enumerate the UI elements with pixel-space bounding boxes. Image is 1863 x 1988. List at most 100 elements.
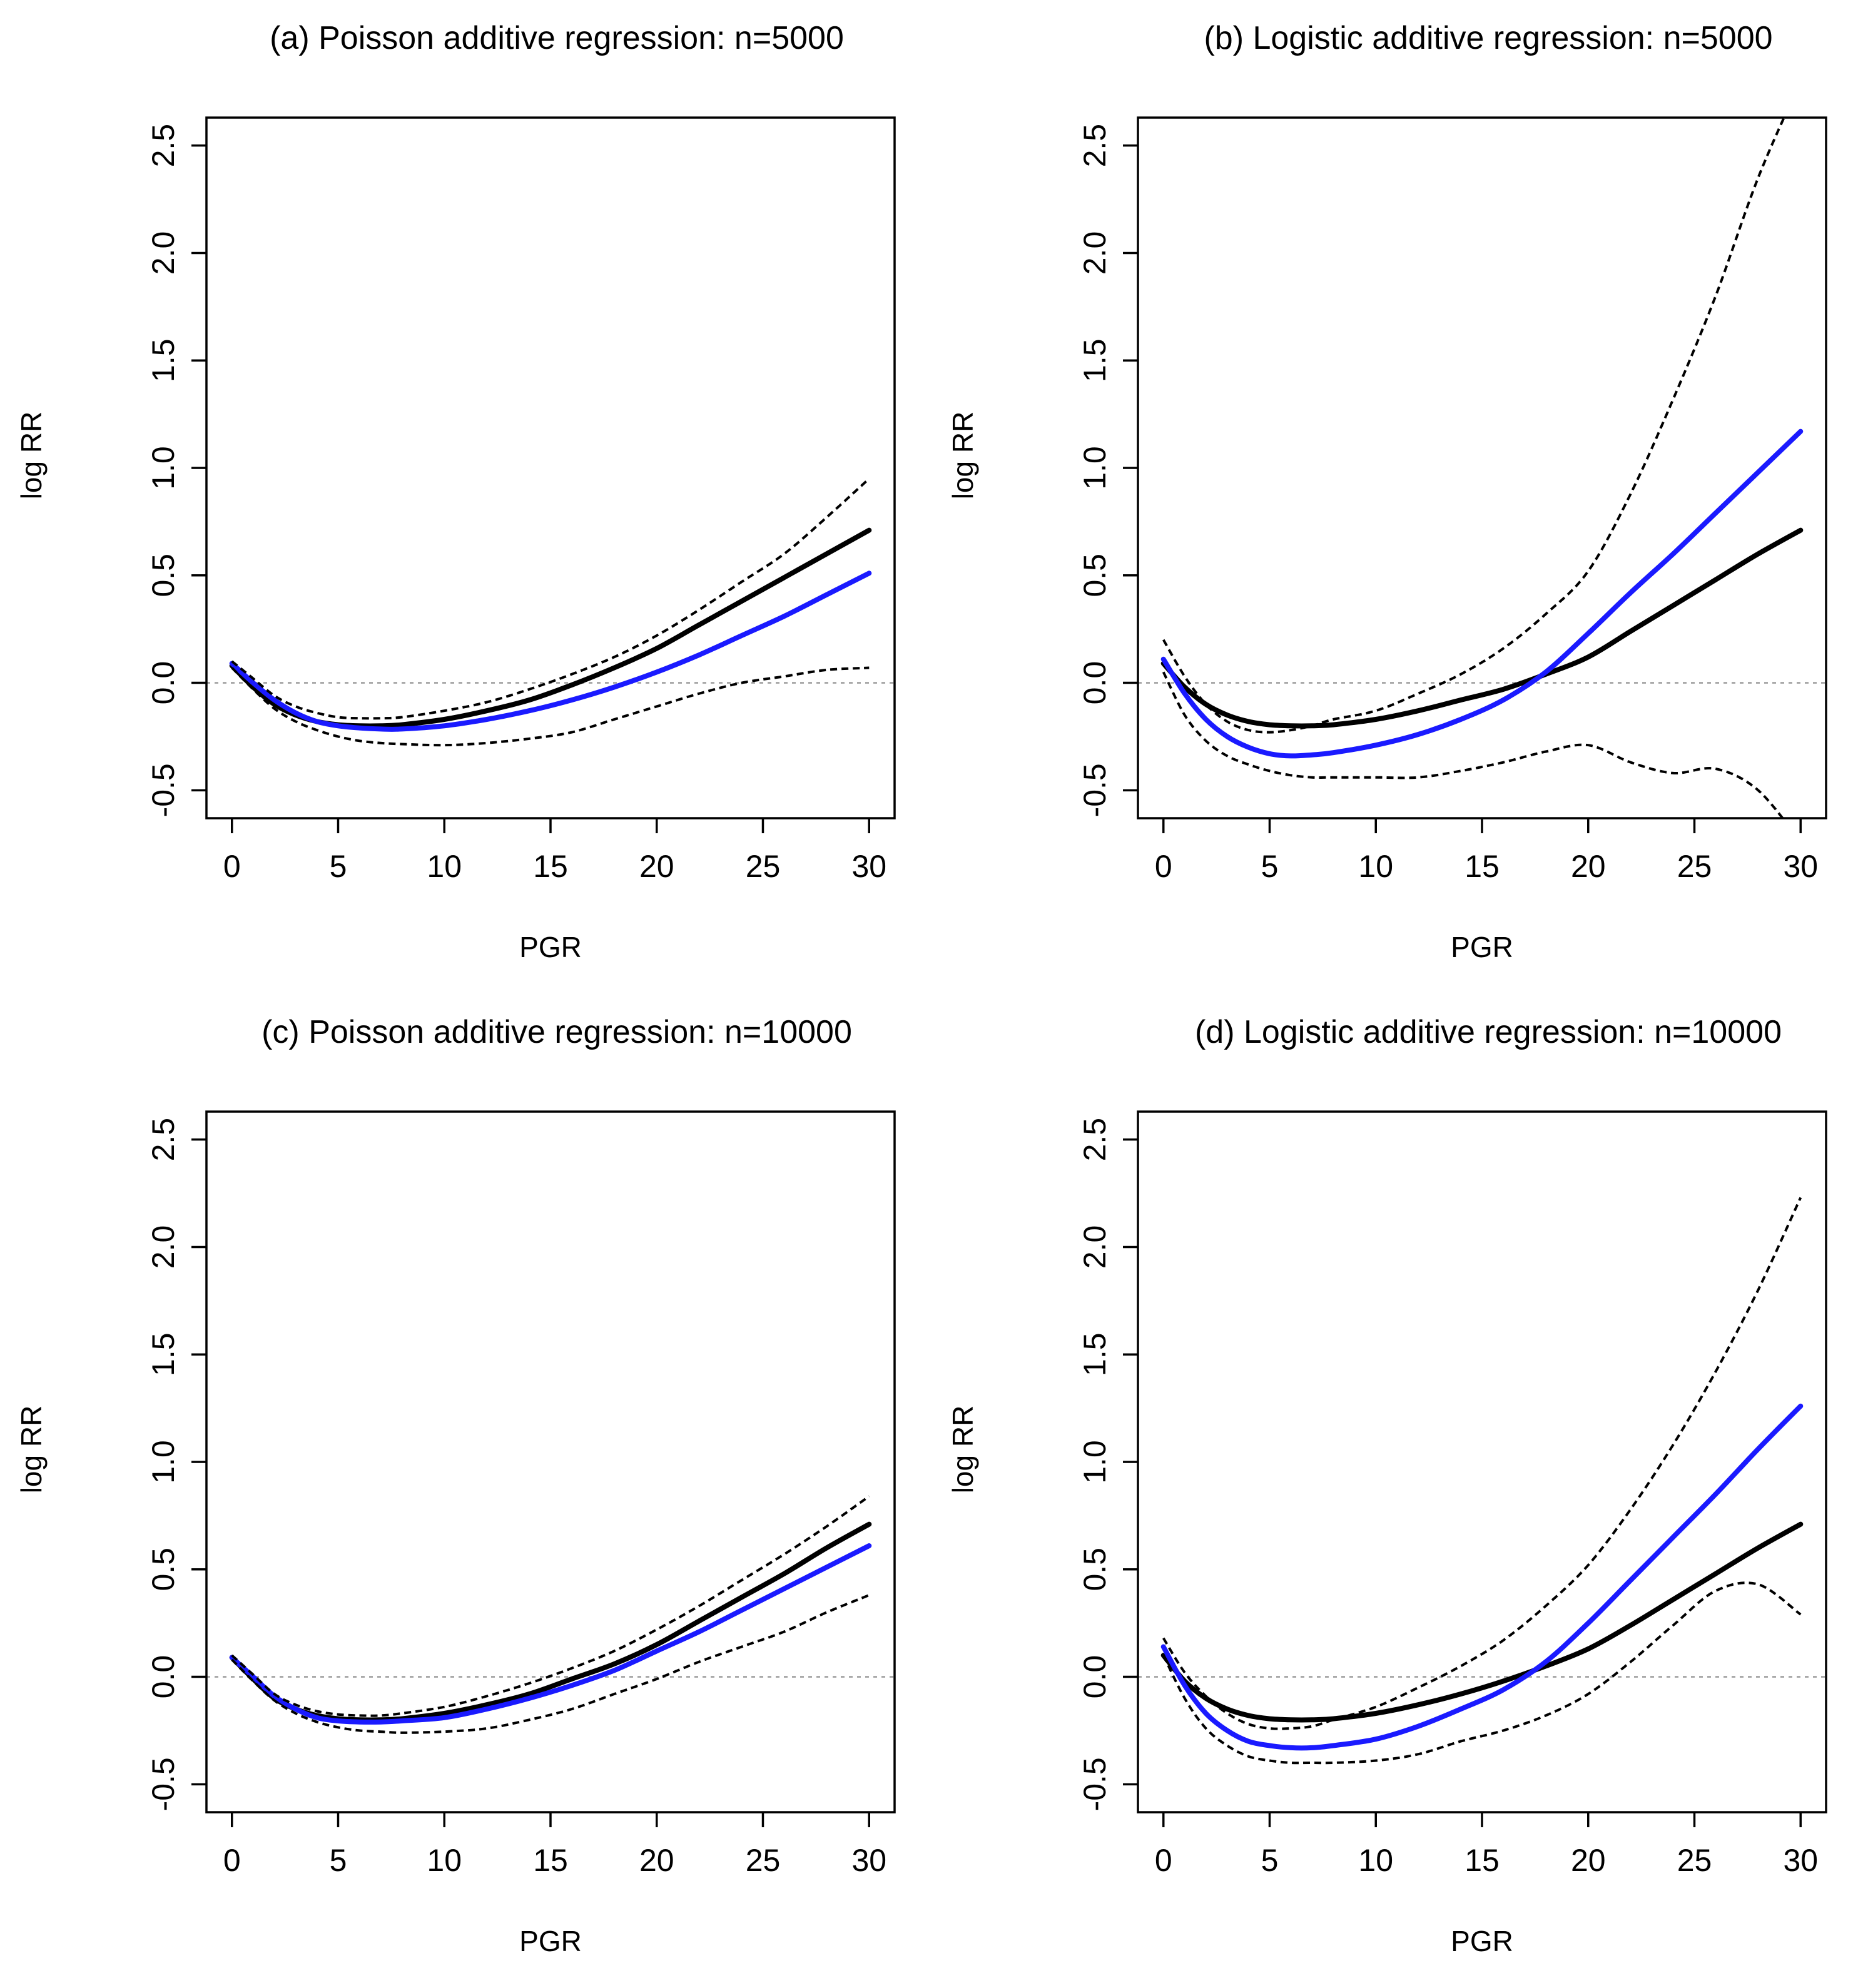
panel-b-xlabel: PGR (1451, 931, 1513, 963)
panel-d-ytick-label: 1.5 (1077, 1332, 1112, 1376)
panel-d-xtick-label: 25 (1677, 1843, 1712, 1878)
panel-a-xtick-label: 10 (427, 849, 462, 884)
panel-c-xtick-label: 10 (427, 1843, 462, 1878)
panel-d-xtick-label: 0 (1155, 1843, 1172, 1878)
panel-d-ytick-label: 0.0 (1077, 1655, 1112, 1699)
panel-d-series-estimate (1160, 1403, 1804, 1751)
panel-b-ytick-label: 0.0 (1077, 661, 1112, 705)
panel-a-xtick-label: 5 (330, 849, 347, 884)
panel-b-ytick-label: 0.5 (1077, 554, 1112, 597)
panel-a-plot-frame (205, 116, 896, 819)
panel-d-xtick-label: 20 (1571, 1843, 1606, 1878)
panel-a-ytick-label: 2.5 (146, 124, 181, 168)
panel-a-ytick-label: 1.0 (146, 446, 181, 490)
panel-b-ytick-label: -0.5 (1077, 763, 1112, 817)
panel-a-xtick-label: 15 (533, 849, 568, 884)
panel-c-ytick-label: 2.0 (146, 1225, 181, 1269)
panel-c-ytick-label: 1.5 (146, 1332, 181, 1376)
panel-a-ytick-label: 0.0 (146, 661, 181, 705)
panel-d-plot-frame (1137, 1110, 1827, 1813)
panel-a-series-group (229, 477, 872, 747)
panel-c-xtick-label: 0 (223, 1843, 241, 1878)
panel-a-series-true (229, 527, 872, 729)
panel-a-ytick-label: 1.5 (146, 338, 181, 382)
panel-a-svg: (a) Poisson additive regression: n=5000 0… (15, 20, 896, 963)
panel-a-xtick-label: 0 (223, 849, 241, 884)
panel-c-svg: (c) Poisson additive regression: n=10000… (15, 1014, 896, 1957)
panel-b-series-lower (1162, 671, 1785, 818)
panel-b-svg: (b) Logistic additive regression: n=5000… (947, 20, 1827, 963)
panel-a-series-lower (231, 666, 870, 747)
panel-b-xtick-label: 30 (1783, 849, 1818, 884)
panel-b-xtick-label: 5 (1261, 849, 1279, 884)
panel-b-series-estimate (1160, 429, 1804, 759)
panel-b-ytick-label: 2.5 (1077, 124, 1112, 168)
panel-b-xtick-label: 20 (1571, 849, 1606, 884)
panel-c-ytick-label: 0.5 (146, 1548, 181, 1591)
panel-a-ylabel: log RR (15, 412, 48, 500)
panel-b-series-group (1160, 118, 1804, 818)
panel-c: (c) Poisson additive regression: n=10000… (0, 994, 931, 1988)
panel-d-ytick-label: 2.5 (1077, 1118, 1112, 1162)
panel-a-ytick-label: -0.5 (146, 763, 181, 817)
panel-a-series-estimate (229, 571, 872, 732)
panel-c-xtick-label: 30 (851, 1843, 886, 1878)
panel-a-xtick-label: 20 (639, 849, 674, 884)
panel-c-ytick-label: -0.5 (146, 1757, 181, 1811)
panel-b-plot-frame (1137, 116, 1827, 819)
panel-a-ytick-label: 2.0 (146, 231, 181, 275)
panel-b-title: (b) Logistic additive regression: n=5000 (1204, 20, 1772, 56)
panel-a-series-upper (231, 477, 870, 720)
panel-d-xtick-label: 5 (1261, 1843, 1279, 1878)
panel-c-xtick-label: 25 (746, 1843, 781, 1878)
panel-b-ylabel: log RR (947, 412, 979, 500)
panel-c-xlabel: PGR (519, 1925, 582, 1957)
panel-c-xtick-label: 15 (533, 1843, 568, 1878)
panel-a-xlabel: PGR (519, 931, 582, 963)
panel-b-ytick-label: 1.0 (1077, 446, 1112, 490)
panel-d-ylabel: log RR (947, 1406, 979, 1494)
panel-d-title: (d) Logistic additive regression: n=1000… (1195, 1014, 1782, 1050)
panel-b-series-true (1160, 527, 1804, 729)
panel-c-series-estimate (229, 1543, 872, 1725)
panel-c-ytick-label: 0.0 (146, 1655, 181, 1699)
panel-c-plot-frame (205, 1110, 896, 1813)
panel-a-title: (a) Poisson additive regression: n=5000 (270, 20, 844, 56)
panel-b-ytick-label: 2.0 (1077, 231, 1112, 275)
panel-d-ytick-label: 0.5 (1077, 1548, 1112, 1591)
panel-c-series-lower (231, 1594, 870, 1734)
panel-d-xlabel: PGR (1451, 1925, 1513, 1957)
panel-b-series-upper (1162, 118, 1785, 734)
panel-b-xtick-label: 0 (1155, 849, 1172, 884)
panel-b-xtick-label: 25 (1677, 849, 1712, 884)
panel-d-ytick-label: 1.0 (1077, 1440, 1112, 1484)
panel-c-xtick-label: 5 (330, 1843, 347, 1878)
panel-a-xtick-label: 30 (851, 849, 886, 884)
panel-d-ytick-label: -0.5 (1077, 1757, 1112, 1811)
panel-c-ytick-label: 2.5 (146, 1118, 181, 1162)
panel-d-svg: (d) Logistic additive regression: n=1000… (947, 1014, 1827, 1957)
panel-d-xtick-label: 10 (1358, 1843, 1393, 1878)
panel-a-xtick-label: 25 (746, 849, 781, 884)
panel-d-xtick-label: 30 (1783, 1843, 1818, 1878)
panel-d-ytick-label: 2.0 (1077, 1225, 1112, 1269)
panel-c-ylabel: log RR (15, 1406, 48, 1494)
panel-d-series-true (1160, 1521, 1804, 1723)
panel-b-xtick-label: 15 (1465, 849, 1500, 884)
panel-d-xtick-label: 15 (1465, 1843, 1500, 1878)
panel-d-series-group (1160, 1197, 1804, 1765)
panel-c-title: (c) Poisson additive regression: n=10000 (261, 1014, 852, 1050)
panel-b-ytick-label: 1.5 (1077, 338, 1112, 382)
panel-a: (a) Poisson additive regression: n=5000 0… (0, 0, 931, 994)
panel-c-series-upper (231, 1495, 870, 1717)
panel-c-series-group (229, 1495, 872, 1734)
panel-c-ytick-label: 1.0 (146, 1440, 181, 1484)
panel-a-ytick-label: 0.5 (146, 554, 181, 597)
panel-d-series-upper (1162, 1197, 1802, 1730)
panel-b-xtick-label: 10 (1358, 849, 1393, 884)
panel-b: (b) Logistic additive regression: n=5000… (931, 0, 1863, 994)
panel-c-xtick-label: 20 (639, 1843, 674, 1878)
panel-d: (d) Logistic additive regression: n=1000… (931, 994, 1863, 1988)
panel-d-series-lower (1162, 1581, 1802, 1765)
